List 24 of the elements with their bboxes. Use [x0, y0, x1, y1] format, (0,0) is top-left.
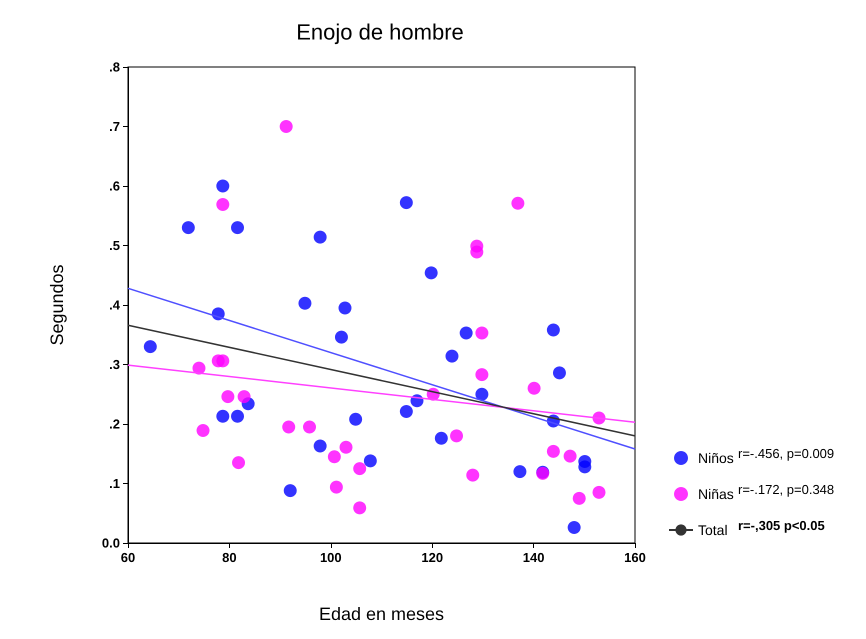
- y-tick-label: .2: [109, 416, 120, 432]
- text: r=-.456, p=0.009: [738, 446, 834, 461]
- legend-label: Total: [698, 522, 728, 538]
- x-tick-label: 120: [421, 550, 444, 565]
- text: r=-,305 p<0.05: [738, 518, 825, 533]
- y-tick-label: .1: [109, 476, 120, 491]
- x-tick-label: 80: [222, 550, 237, 565]
- y-tick-label: .5: [109, 238, 120, 253]
- legend-label: Niñas: [698, 486, 734, 502]
- y-tick-label: .7: [109, 119, 120, 134]
- y-axis-title: Segundos: [47, 264, 67, 346]
- y-tick-label: .3: [109, 357, 120, 372]
- x-tick-label: 160: [624, 550, 646, 565]
- y-tick-label: 0.0: [102, 536, 120, 550]
- y-tick-label: .4: [109, 298, 121, 312]
- y-tick-label: .8: [109, 60, 120, 74]
- legend-label: Niños: [698, 450, 734, 466]
- x-tick-label: 60: [120, 550, 136, 565]
- x-axis-title: Edad en meses: [318, 604, 444, 624]
- text: r=-.172, p=0.348: [738, 482, 834, 497]
- x-tick-label: 100: [320, 550, 342, 565]
- y-tick-label: .6: [109, 178, 120, 194]
- x-tick-label: 140: [522, 550, 544, 565]
- chart-title: Enojo de hombre: [296, 20, 464, 44]
